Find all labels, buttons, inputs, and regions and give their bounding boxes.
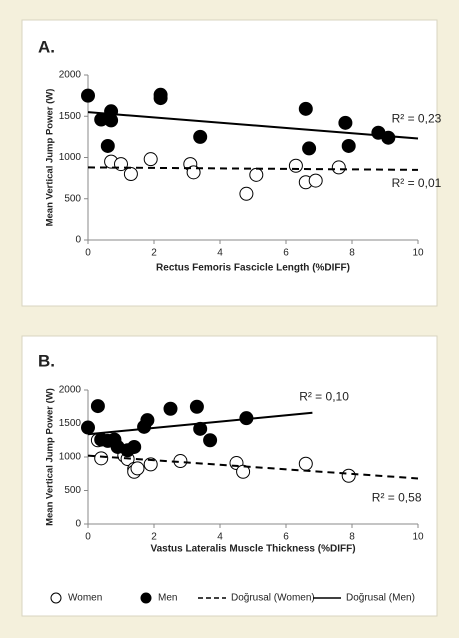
x-tick-label: 4 [217,248,223,259]
point [341,468,356,483]
point [189,399,204,414]
panel-b [21,335,438,617]
legend-marker [50,592,62,604]
x-tick-label: 6 [283,532,289,543]
x-tick-label: 0 [85,532,91,543]
legend-label: Doğrusal (Men) [346,593,415,604]
point [249,167,264,182]
point [130,461,145,476]
y-tick-label: 0 [75,519,81,530]
point [127,439,142,454]
point [100,138,115,153]
y-tick-label: 1500 [59,418,82,429]
point [308,173,323,188]
point [81,88,95,103]
point [163,401,178,416]
point [153,91,168,106]
legend-label: Men [158,593,177,604]
chart-title: A. [38,37,55,56]
y-tick-label: 0 [75,235,81,246]
x-tick-label: 4 [217,532,223,543]
y-tick-label: 2000 [59,70,82,81]
point [193,421,208,436]
legend-label: Doğrusal (Women) [231,593,315,604]
point [140,413,155,428]
x-tick-label: 10 [412,248,424,259]
point [123,167,138,181]
y-tick-label: 500 [64,193,81,204]
x-tick-label: 2 [151,248,157,259]
point [381,130,396,145]
point [81,420,95,435]
point [302,141,317,156]
point [288,158,303,173]
r-squared: R² = 0,01 [392,176,442,190]
y-tick-label: 2000 [59,385,82,396]
r-squared: R² = 0,23 [392,112,442,126]
y-tick-label: 500 [64,485,81,496]
point [203,433,218,448]
x-tick-label: 10 [412,532,424,543]
y-axis-label: Mean Vertical Jump Power (W) [45,89,56,227]
point [104,113,119,128]
point [298,456,313,471]
y-axis-label: Mean Vertical Jump Power (W) [45,388,56,526]
r-squared: R² = 0,10 [299,390,349,404]
point [331,160,346,175]
point [338,115,353,130]
legend-marker [140,592,152,604]
x-tick-label: 8 [349,248,355,259]
point [239,186,254,201]
x-tick-label: 0 [85,248,91,259]
x-axis-label: Rectus Femoris Fascicle Length (%DIFF) [156,263,350,274]
y-tick-label: 1000 [59,452,82,463]
point [341,138,356,153]
point [143,152,158,167]
legend-label: Women [68,593,102,604]
y-tick-label: 1500 [59,111,82,122]
x-tick-label: 2 [151,532,157,543]
trend-line [87,411,313,436]
trend-line [87,111,419,140]
point [90,399,105,414]
r-squared: R² = 0,58 [372,491,422,505]
point [94,451,109,466]
chart-title: B. [38,351,55,370]
y-tick-label: 1000 [59,152,82,163]
x-tick-label: 8 [349,532,355,543]
x-tick-label: 6 [283,248,289,259]
point [298,101,313,116]
point [236,464,251,479]
panel-a [21,19,438,307]
x-axis-label: Vastus Lateralis Muscle Thickness (%DIFF… [150,544,355,555]
point [193,129,208,144]
